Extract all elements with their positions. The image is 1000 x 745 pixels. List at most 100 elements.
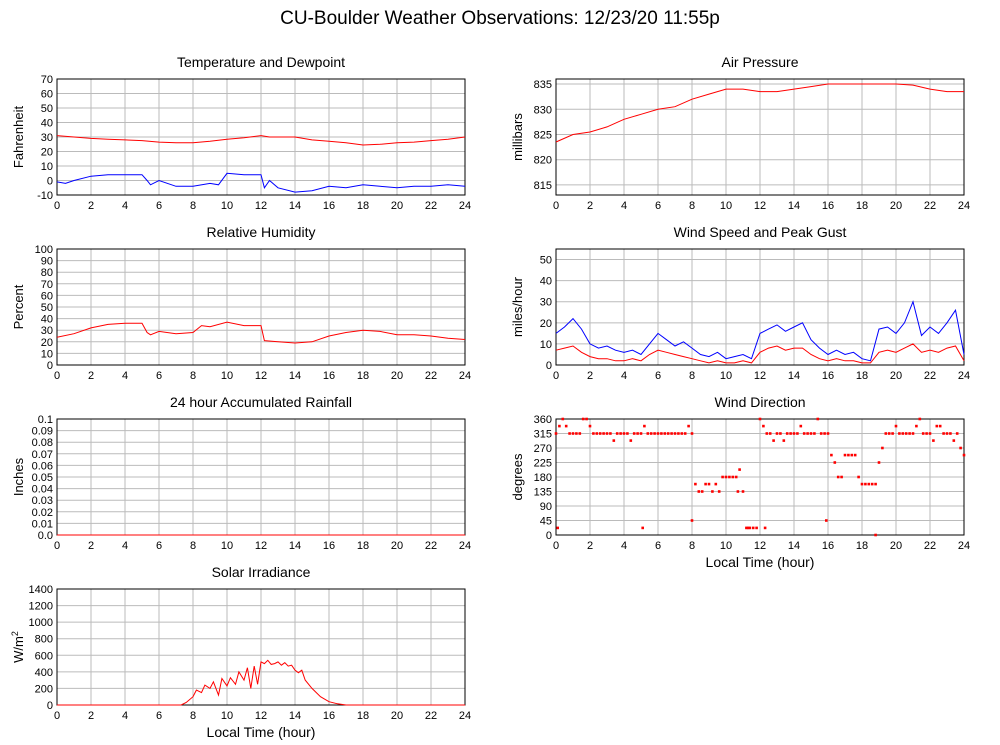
data-point [809, 432, 813, 435]
chart-title: 24 hour Accumulated Rainfall [170, 394, 352, 410]
y-tick-label: 200 [35, 683, 53, 695]
data-point [779, 432, 782, 435]
data-point [751, 526, 755, 530]
data-point [758, 417, 762, 421]
x-tick-label: 12 [754, 540, 766, 552]
y-axis-label-superscript: 2 [10, 631, 20, 636]
data-point [561, 417, 565, 421]
chart-title: Air Pressure [721, 54, 798, 70]
y-tick-label: 70 [41, 279, 53, 291]
y-axis-label: W/m2 [10, 631, 26, 663]
x-tick-label: 8 [190, 370, 196, 382]
x-tick-label: 22 [425, 710, 437, 722]
x-tick-label: 8 [190, 200, 196, 212]
data-point [765, 432, 769, 435]
series-line-0 [555, 300, 965, 362]
x-tick-label: 16 [822, 540, 834, 552]
x-tick-label: 14 [289, 370, 301, 382]
data-point [867, 482, 871, 486]
x-tick-label: 12 [255, 710, 267, 722]
x-tick-label: 10 [221, 540, 233, 552]
data-point [656, 432, 660, 435]
data-point [870, 482, 874, 486]
x-tick-label: 12 [754, 200, 766, 212]
data-point [745, 526, 748, 530]
data-point [884, 432, 888, 435]
y-tick-label: 40 [540, 276, 552, 288]
y-axis-label: Inches [11, 457, 26, 496]
x-tick-label: 4 [621, 200, 627, 212]
y-tick-label: 70 [41, 74, 53, 86]
y-tick-label: 0 [546, 530, 552, 542]
x-tick-label: 18 [357, 370, 369, 382]
x-tick-label: 6 [655, 370, 661, 382]
y-tick-label: 10 [540, 339, 552, 351]
y-tick-label: 0 [546, 360, 552, 372]
y-tick-label: 0.08 [32, 437, 53, 449]
data-point [915, 424, 918, 428]
y-tick-label: 80 [41, 267, 53, 279]
data-point [898, 432, 901, 435]
data-point [721, 475, 724, 479]
y-tick-label: 30 [41, 325, 53, 337]
y-axis-label: miles/hour [510, 276, 525, 337]
chart-title: Relative Humidity [207, 224, 316, 240]
data-point [700, 490, 704, 493]
data-point [643, 424, 646, 428]
data-point [556, 526, 559, 530]
data-point [782, 439, 786, 442]
y-tick-label: 50 [41, 103, 53, 115]
x-tick-label: 18 [357, 540, 369, 552]
x-tick-label: 12 [255, 540, 267, 552]
x-tick-label: 0 [54, 370, 60, 382]
data-point [813, 432, 816, 435]
series-line-0 [57, 659, 465, 706]
data-point [683, 432, 687, 435]
x-tick-label: 8 [689, 200, 695, 212]
y-tick-label: 0.09 [32, 426, 53, 438]
y-axis-label: Percent [11, 284, 26, 329]
x-tick-label: 16 [323, 710, 335, 722]
data-point [615, 432, 619, 435]
data-point [792, 432, 796, 435]
x-tick-label: 20 [391, 540, 403, 552]
data-point [612, 439, 616, 442]
x-tick-label: 6 [655, 540, 661, 552]
x-tick-label: 20 [391, 200, 403, 212]
x-tick-label: 6 [156, 710, 162, 722]
y-tick-label: 820 [534, 155, 552, 167]
x-tick-label: 14 [289, 710, 301, 722]
y-tick-label: 20 [540, 318, 552, 330]
y-tick-label: 835 [534, 79, 552, 91]
x-tick-label: 18 [856, 370, 868, 382]
x-tick-label: 6 [156, 540, 162, 552]
data-point [962, 453, 966, 457]
x-tick-label: 14 [289, 200, 301, 212]
x-tick-label: 24 [958, 370, 970, 382]
data-point [694, 482, 697, 486]
x-tick-label: 8 [190, 540, 196, 552]
data-point [738, 468, 741, 471]
x-tick-label: 18 [357, 710, 369, 722]
data-point [836, 475, 840, 479]
x-tick-label: 14 [289, 540, 301, 552]
x-tick-label: 14 [788, 540, 800, 552]
x-tick-label: 24 [459, 710, 471, 722]
y-tick-label: 60 [41, 89, 53, 101]
y-tick-label: -10 [37, 190, 53, 202]
data-point [602, 432, 605, 435]
data-point [823, 432, 826, 435]
y-tick-label: 0.06 [32, 460, 53, 472]
data-point [575, 432, 578, 435]
y-tick-label: 815 [534, 180, 552, 192]
data-point [763, 526, 767, 530]
data-point [707, 482, 711, 486]
data-point [796, 432, 799, 435]
y-tick-label: 0.03 [32, 495, 53, 507]
data-point [874, 482, 877, 486]
y-tick-label: 0.0 [38, 530, 53, 542]
data-point [748, 526, 752, 530]
